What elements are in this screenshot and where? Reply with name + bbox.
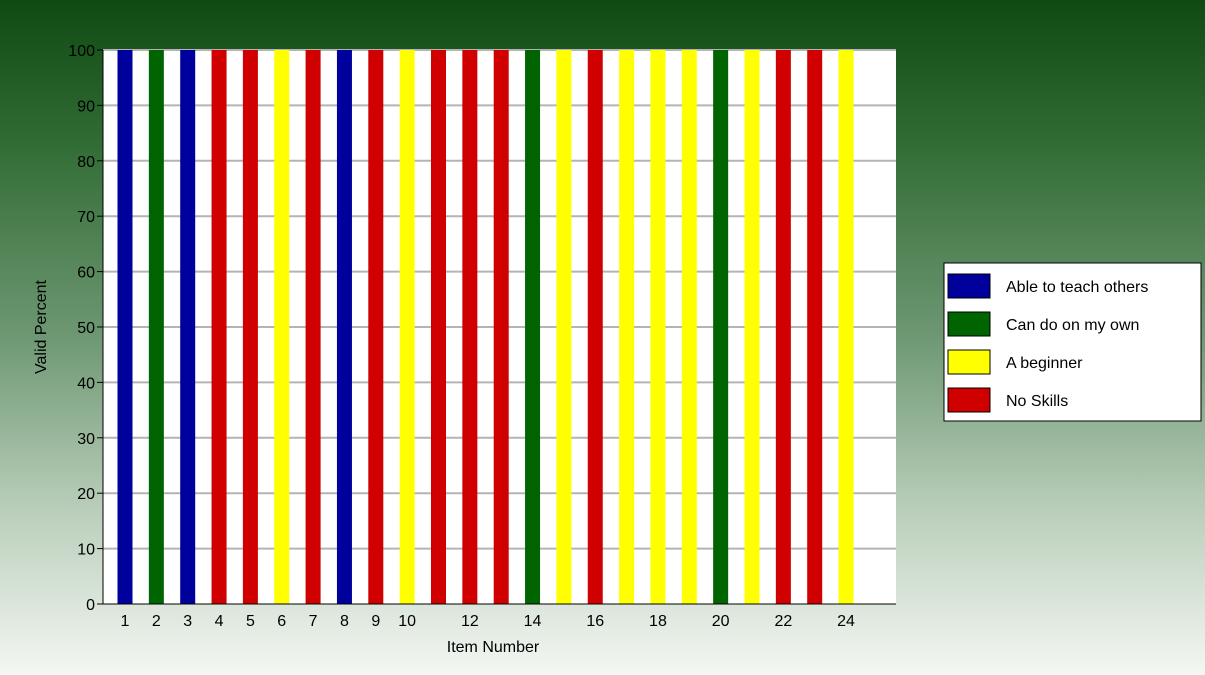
- x-tick-label: 1: [121, 613, 130, 630]
- y-tick-label: 30: [77, 431, 95, 448]
- x-axis-title: Item Number: [447, 639, 540, 656]
- x-tick-label: 9: [371, 613, 380, 630]
- bar: [462, 50, 478, 604]
- y-tick-labels: 0 10 20 30 40 50 60 70 80 90 100: [68, 43, 103, 614]
- legend-label: Able to teach others: [1006, 279, 1148, 296]
- legend-swatch: [947, 387, 991, 413]
- x-tick-labels: 1 2 3 4 5 6 7 8 9 10 12 14 16 18 20 22 24: [121, 613, 856, 630]
- y-tick-label: 0: [86, 597, 95, 614]
- bar: [525, 50, 541, 604]
- bar: [713, 50, 729, 604]
- bar: [556, 50, 572, 604]
- bar: [775, 50, 791, 604]
- y-tick-label: 10: [77, 542, 95, 559]
- x-tick-label: 6: [277, 613, 286, 630]
- y-axis-title: Valid Percent: [33, 279, 50, 374]
- bar: [838, 50, 854, 604]
- x-tick-label: 4: [215, 613, 224, 630]
- x-tick-label: 8: [340, 613, 349, 630]
- legend-label: A beginner: [1006, 355, 1083, 372]
- x-tick-label: 20: [712, 613, 730, 630]
- bar: [274, 50, 290, 604]
- y-tick-label: 80: [77, 154, 95, 171]
- x-tick-label: 14: [524, 613, 542, 630]
- x-tick-label: 12: [461, 613, 479, 630]
- bar: [650, 50, 666, 604]
- bar: [305, 50, 321, 604]
- bar: [431, 50, 446, 604]
- bar: [587, 50, 603, 604]
- y-tick-label: 40: [77, 375, 95, 392]
- y-tick-label: 90: [77, 98, 95, 115]
- bar: [493, 50, 509, 604]
- x-tick-label: 24: [837, 613, 855, 630]
- y-tick-label: 100: [68, 43, 95, 60]
- x-tick-label: 3: [183, 613, 192, 630]
- x-tick-label: 22: [774, 613, 792, 630]
- bar: [807, 50, 823, 604]
- bar: [399, 50, 415, 604]
- bar: [211, 50, 227, 604]
- bar: [368, 50, 384, 604]
- bar: [117, 50, 133, 604]
- bar: [180, 50, 196, 604]
- bar: [242, 50, 258, 604]
- bars: [117, 50, 854, 604]
- x-tick-label: 5: [246, 613, 255, 630]
- legend-swatch: [947, 349, 991, 375]
- legend-label: Can do on my own: [1006, 317, 1139, 334]
- y-tick-label: 60: [77, 265, 95, 282]
- legend-label: No Skills: [1006, 393, 1068, 410]
- x-tick-label: 7: [309, 613, 318, 630]
- bar: [744, 50, 760, 604]
- x-tick-label: 18: [649, 613, 667, 630]
- bar: [148, 50, 164, 604]
- x-tick-label: 16: [586, 613, 604, 630]
- legend: Able to teach others Can do on my own A be…: [943, 262, 1202, 422]
- legend-swatch: [947, 273, 991, 299]
- x-tick-label: 2: [152, 613, 161, 630]
- y-tick-label: 20: [77, 486, 95, 503]
- x-tick-label: 10: [398, 613, 416, 630]
- bar: [336, 50, 352, 604]
- legend-swatch: [947, 311, 991, 337]
- y-tick-label: 50: [77, 320, 95, 337]
- y-tick-label: 70: [77, 209, 95, 226]
- bar: [681, 50, 697, 604]
- bar: [619, 50, 635, 604]
